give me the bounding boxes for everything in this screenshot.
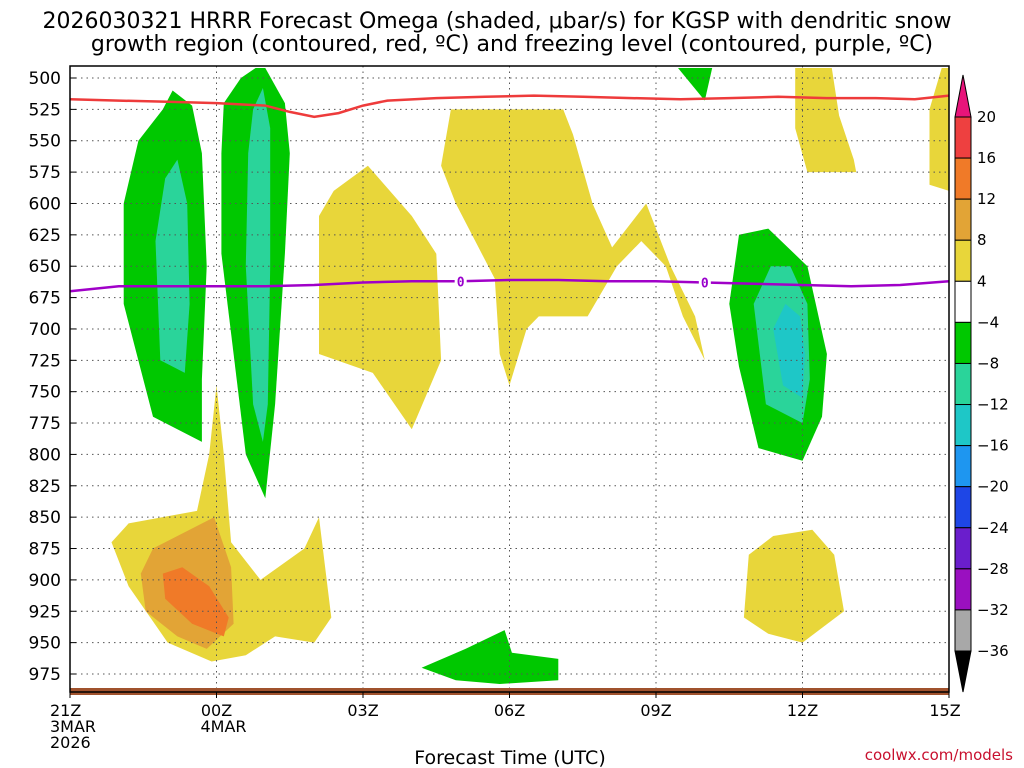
credit-text: coolwx.com/models bbox=[865, 746, 1013, 764]
x-tick-label-21Z-1: 3MAR bbox=[50, 717, 96, 736]
x-tick-label-09Z-0: 09Z bbox=[640, 701, 671, 720]
y-tick-label-875: 875 bbox=[29, 540, 61, 560]
freezing-level-label-1: 0 bbox=[701, 277, 709, 292]
freezing-label-bg-0 bbox=[454, 273, 467, 289]
chart-title-line-2: growth region (contoured, red, ºC) and f… bbox=[91, 32, 933, 57]
omega-region-cyan-morning-core bbox=[773, 303, 805, 398]
x-tick-label-12Z-0: 12Z bbox=[787, 701, 818, 720]
colorbar-label-3: 8 bbox=[977, 231, 987, 249]
colorbar-under-triangle bbox=[954, 650, 972, 693]
y-tick-label-525: 525 bbox=[29, 100, 61, 120]
colorbar-label-10: −24 bbox=[977, 519, 1009, 537]
y-tick-label-775: 775 bbox=[29, 414, 61, 434]
freezing-level-label-0: 0 bbox=[457, 275, 465, 290]
y-tick-label-625: 625 bbox=[29, 226, 61, 246]
x-tick-label-03Z-0: 03Z bbox=[347, 701, 378, 720]
x-tick-label-21Z-0: 21Z bbox=[50, 701, 81, 720]
y-tick-label-650: 650 bbox=[29, 257, 61, 277]
omega-region-green-near-surface bbox=[421, 630, 559, 684]
colorbar-label-5: −4 bbox=[977, 313, 999, 331]
y-tick-label-725: 725 bbox=[29, 351, 61, 371]
colorbar-segment-6 bbox=[954, 362, 972, 406]
y-tick-label-825: 825 bbox=[29, 477, 61, 497]
y-tick-label-600: 600 bbox=[29, 194, 61, 214]
colorbar-label-0: 20 bbox=[977, 108, 996, 126]
x-tick-label-06Z-0: 06Z bbox=[494, 701, 525, 720]
omega-region-green-top-patch bbox=[678, 68, 713, 101]
colorbar-segment-8 bbox=[954, 445, 972, 488]
colorbar-segment-9 bbox=[954, 486, 972, 529]
omega-region-teal-narrow-column bbox=[245, 88, 271, 442]
colorbar-segment-2 bbox=[954, 198, 972, 241]
colorbar-label-4: 4 bbox=[977, 272, 987, 290]
omega-region-orange-low-level-core bbox=[162, 567, 229, 637]
omega-region-yellow-low-level-right bbox=[743, 529, 844, 643]
plot-gridlines bbox=[70, 66, 949, 692]
y-tick-label-850: 850 bbox=[29, 508, 61, 528]
colorbar-label-11: −28 bbox=[977, 560, 1009, 578]
colorbar-segment-3 bbox=[954, 239, 972, 282]
y-tick-label-750: 750 bbox=[29, 383, 61, 403]
y-tick-label-800: 800 bbox=[29, 445, 61, 465]
x-axis-title: Forecast Time (UTC) bbox=[414, 747, 605, 768]
colorbar-segment-11 bbox=[954, 568, 972, 611]
freezing-level-line bbox=[69, 278, 950, 293]
colorbar-label-7: −12 bbox=[977, 396, 1009, 414]
omega-region-yellow-overnight-patch bbox=[441, 109, 705, 386]
omega-region-yellow-upper-right-patch bbox=[795, 68, 857, 173]
dgz-contour-line bbox=[69, 94, 950, 119]
y-tick-label-950: 950 bbox=[29, 634, 61, 654]
y-tick-label-500: 500 bbox=[29, 69, 61, 89]
colorbar-label-6: −8 bbox=[977, 354, 999, 372]
y-axis: 500 525 550 575 600 625 650 675 700 725 750 775 800 8… bbox=[29, 69, 76, 685]
colorbar-segment-4 bbox=[954, 280, 972, 323]
colorbar-segment-7 bbox=[954, 404, 972, 447]
y-tick-label-675: 675 bbox=[29, 289, 61, 309]
x-tick-label-21Z-2: 2026 bbox=[50, 733, 91, 752]
colorbar-segment-0 bbox=[954, 116, 972, 159]
colorbar-legend: 20 16 12 8 4 −4 −8 −12 −16 −20 −24 −28 −32 −36 bbox=[954, 74, 1009, 693]
omega-region-teal-left-column bbox=[155, 159, 190, 373]
colorbar-segment-10 bbox=[954, 527, 972, 570]
colorbar-label-8: −16 bbox=[977, 437, 1009, 455]
colorbar-segment-5 bbox=[954, 321, 972, 364]
y-tick-label-575: 575 bbox=[29, 163, 61, 183]
chart-title-line-1: 2026030321 HRRR Forecast Omega (shaded, … bbox=[43, 9, 952, 34]
omega-shading bbox=[111, 68, 949, 684]
colorbar-segment-1 bbox=[954, 157, 972, 200]
y-tick-label-925: 925 bbox=[29, 602, 61, 622]
y-tick-label-900: 900 bbox=[29, 571, 61, 591]
y-tick-label-550: 550 bbox=[29, 132, 61, 152]
y-tick-label-700: 700 bbox=[29, 320, 61, 340]
omega-region-yellow-right-edge-patch bbox=[929, 68, 949, 191]
colorbar-label-9: −20 bbox=[977, 478, 1009, 496]
freezing-label-bg-1 bbox=[698, 274, 711, 290]
omega-region-yellow-evening-patch bbox=[319, 165, 442, 430]
colorbar-label-2: 12 bbox=[977, 190, 996, 208]
colorbar-label-13: −36 bbox=[977, 642, 1009, 660]
colorbar-label-12: −32 bbox=[977, 601, 1009, 619]
y-tick-label-975: 975 bbox=[29, 665, 61, 685]
x-tick-label-15Z-0: 15Z bbox=[929, 701, 960, 720]
colorbar-over-triangle bbox=[954, 74, 972, 118]
colorbar-segment-12 bbox=[954, 609, 972, 652]
x-tick-label-00Z-1: 4MAR bbox=[201, 717, 247, 736]
x-tick-label-00Z-0: 00Z bbox=[201, 701, 232, 720]
colorbar-label-1: 16 bbox=[977, 149, 996, 167]
